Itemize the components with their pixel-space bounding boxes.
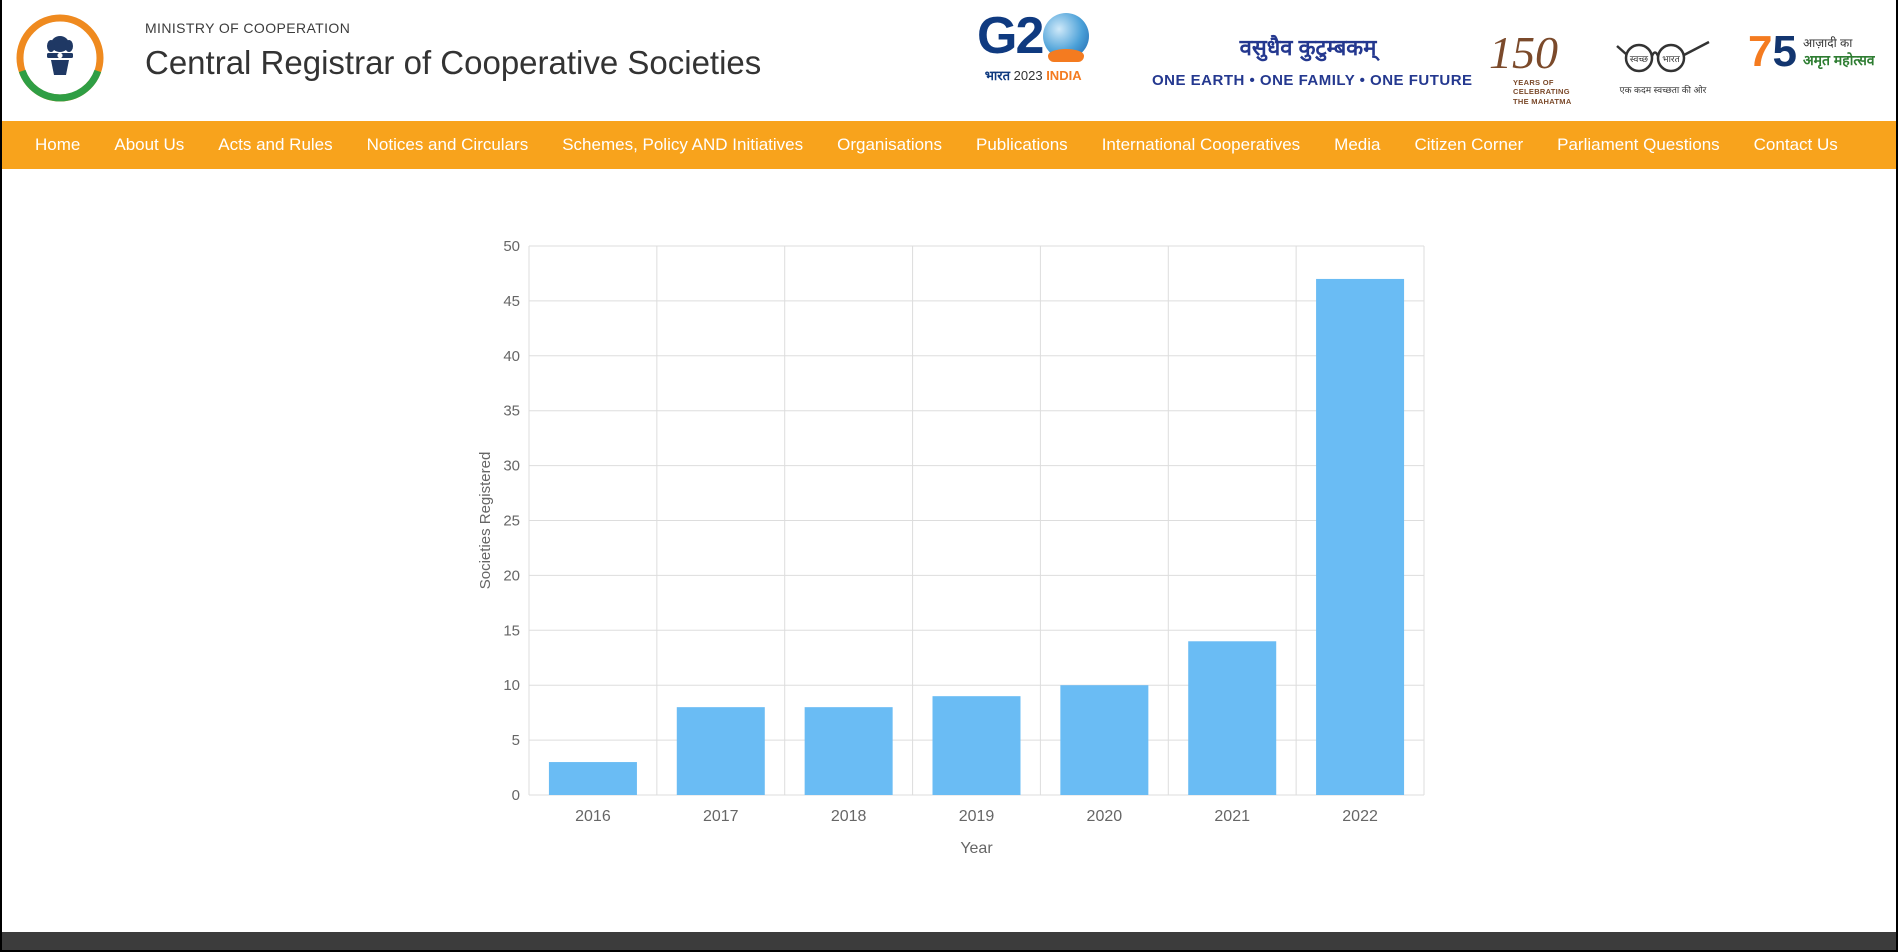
nav-item-contact-us[interactable]: Contact Us <box>1753 135 1838 154</box>
y-tick-label: 10 <box>503 677 520 694</box>
y-tick-label: 5 <box>512 732 520 749</box>
nav-item-citizen-corner[interactable]: Citizen Corner <box>1414 135 1524 154</box>
azadi-75-number: 75 <box>1748 30 1797 74</box>
nav-item-about-us[interactable]: About Us <box>114 135 185 154</box>
y-tick-label: 40 <box>503 348 520 365</box>
vasudhaiva-text: वसुधैव कुटुम्बकम् <box>1239 35 1377 60</box>
bar-2016[interactable] <box>548 762 637 795</box>
bar-2018[interactable] <box>804 707 893 795</box>
azadi-text: आज़ादी का अमृत महोत्सव <box>1803 34 1875 70</box>
y-tick-label: 15 <box>503 622 520 639</box>
x-tick-label: 2020 <box>1087 808 1123 825</box>
x-tick-label: 2017 <box>703 808 739 825</box>
mahatma-150-caption-line: CELEBRATING <box>1513 87 1570 97</box>
swachh-bharat-logo: स्वच्छ भारत एक कदम स्वच्छता की ओर <box>1615 36 1711 96</box>
azadi-five: 5 <box>1772 27 1797 76</box>
y-tick-label: 30 <box>503 458 520 475</box>
x-tick-label: 2016 <box>575 808 611 825</box>
vasudhaiva-kutumbakam-block: वसुधैव कुटुम्बकम् ONE EARTH • ONE FAMILY… <box>1152 32 1473 89</box>
nav-item-home[interactable]: Home <box>35 135 81 154</box>
nav-item-organisations[interactable]: Organisations <box>837 135 943 154</box>
ministry-emblem-logo[interactable] <box>16 14 104 102</box>
g20-text: G2 <box>977 7 1044 65</box>
title-block: MINISTRY OF COOPERATION Central Registra… <box>145 20 761 82</box>
ministry-name: MINISTRY OF COOPERATION <box>145 20 351 36</box>
x-axis-title: Year <box>960 840 993 857</box>
y-tick-label: 35 <box>503 403 520 420</box>
nav-item-schemes-policy-and-initiatives[interactable]: Schemes, Policy AND Initiatives <box>562 135 804 154</box>
bar-2017[interactable] <box>676 707 765 795</box>
site-header: MINISTRY OF COOPERATION Central Registra… <box>2 0 1896 121</box>
mahatma-150-caption-line: THE MAHATMA <box>1513 96 1572 106</box>
x-tick-label: 2022 <box>1342 808 1378 825</box>
one-earth-tagline: ONE EARTH • ONE FAMILY • ONE FUTURE <box>1152 72 1473 89</box>
nav-item-acts-and-rules[interactable]: Acts and Rules <box>218 135 333 154</box>
mahatma-150-caption: YEARS OF CELEBRATING THE MAHATMA <box>1513 78 1572 106</box>
swachh-bharat-glasses-icon: स्वच्छ भारत <box>1616 40 1710 73</box>
y-tick-label: 50 <box>503 238 520 255</box>
y-tick-label: 20 <box>503 567 520 584</box>
g20-india-label: INDIA <box>1046 68 1082 83</box>
mahatma-150-number: 150 <box>1489 27 1558 78</box>
nav-item-media[interactable]: Media <box>1334 135 1381 154</box>
azadi-seven: 7 <box>1748 27 1773 76</box>
page-title: Central Registrar of Cooperative Societi… <box>145 44 762 81</box>
swachh-tagline: एक कदम स्वच्छता की ओर <box>1619 85 1707 95</box>
azadi-line-1: आज़ादी का <box>1802 36 1853 50</box>
footer-bar <box>2 932 1896 950</box>
swachh-word-2: भारत <box>1662 54 1680 64</box>
g20-year-label: 2023 <box>1013 68 1043 83</box>
nav-item-publications[interactable]: Publications <box>976 135 1068 154</box>
g20-bharat-label: भारत <box>984 68 1011 83</box>
y-axis-title: Societies Registered <box>477 452 494 590</box>
azadi-line-2: अमृत महोत्सव <box>1802 52 1875 68</box>
mahatma-150-logo: 150 YEARS OF CELEBRATING THE MAHATMA <box>1489 30 1572 106</box>
bar-2019[interactable] <box>932 696 1021 795</box>
bar-2020[interactable] <box>1060 685 1149 795</box>
societies-registered-chart: 0 5 10 15 20 25 30 35 40 45 50 2016 2017 2018 2019 2020… <box>472 238 1452 863</box>
national-emblem-icon <box>16 14 104 102</box>
y-tick-label: 25 <box>503 513 520 530</box>
nav-item-parliament-questions[interactable]: Parliament Questions <box>1557 135 1720 154</box>
bar-2022[interactable] <box>1316 278 1405 795</box>
main-nav: Home About Us Acts and Rules Notices and Ci… <box>2 121 1896 169</box>
nav-item-international-cooperatives[interactable]: International Cooperatives <box>1101 135 1301 154</box>
bar-chart-canvas: 0 5 10 15 20 25 30 35 40 45 50 2016 2017 2018 2019 2020… <box>477 238 1425 857</box>
mahatma-150-caption-line: YEARS OF <box>1513 78 1554 87</box>
x-tick-label: 2021 <box>1214 808 1250 825</box>
azadi-ka-amrit-mahotsav-logo: 75 आज़ादी का अमृत महोत्सव <box>1748 30 1875 74</box>
g20-subtext: भारत 2023 INDIA <box>977 66 1089 84</box>
bar-2021[interactable] <box>1188 641 1277 795</box>
g20-logo: G2 भारत 2023 INDIA <box>977 7 1090 84</box>
x-tick-label: 2018 <box>831 808 867 825</box>
y-tick-label: 45 <box>503 293 520 310</box>
nav-item-notices-and-circulars[interactable]: Notices and Circulars <box>366 135 529 154</box>
x-tick-label: 2019 <box>959 808 995 825</box>
y-tick-label: 0 <box>512 787 520 804</box>
g20-globe-icon <box>1043 13 1090 62</box>
swachh-word-1: स्वच्छ <box>1630 54 1649 64</box>
